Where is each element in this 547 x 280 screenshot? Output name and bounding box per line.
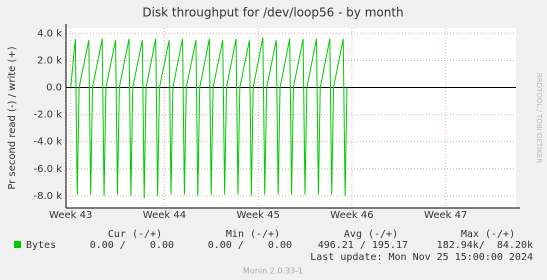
x-tick-label: Week 46 <box>330 210 373 221</box>
y-tick-label: 2.0 k <box>37 55 62 66</box>
legend-header: Max (-/+) <box>461 229 515 240</box>
x-tick-label: Week 45 <box>237 210 280 221</box>
y-axis-label: Pr second read (-) / write (+) <box>7 46 18 189</box>
legend-swatch <box>14 241 21 248</box>
y-tick-label: -6.0 k <box>34 164 63 175</box>
y-tick-label: -2.0 k <box>34 110 63 121</box>
side-label: RRDTOOL / TOBI OETIKER <box>535 73 543 163</box>
y-tick-label: -8.0 k <box>34 191 63 202</box>
legend-value: 496.21 / 195.17 <box>318 240 408 251</box>
legend-header: Avg (-/+) <box>344 229 398 240</box>
x-tick-label: Week 44 <box>143 210 186 221</box>
y-tick-label: -4.0 k <box>34 137 63 148</box>
version: Munin 2.0.33-1 <box>243 267 303 276</box>
legend-value: 182.94k/ 84.20k <box>437 240 533 251</box>
legend-value: 0.00 / 0.00 <box>90 240 174 251</box>
x-tick-label: Week 47 <box>424 210 467 221</box>
data-line <box>70 37 348 199</box>
y-tick-label: 4.0 k <box>37 28 62 39</box>
chart-title: Disk throughput for /dev/loop56 - by mon… <box>142 6 403 20</box>
legend-header: Cur (-/+) <box>108 229 162 240</box>
legend-value: 0.00 / 0.00 <box>208 240 292 251</box>
y-tick-label: 0.0 <box>46 83 62 94</box>
legend-label: Bytes <box>26 240 56 251</box>
last-update: Last update: Mon Nov 25 15:00:00 2024 <box>310 252 533 263</box>
legend-header: Min (-/+) <box>226 229 280 240</box>
x-tick-label: Week 43 <box>49 210 92 221</box>
